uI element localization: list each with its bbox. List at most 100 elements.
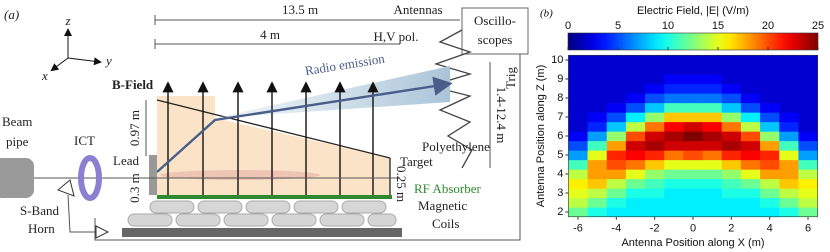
heatmap-cell xyxy=(664,112,684,123)
heatmap-cell xyxy=(606,197,627,208)
heatmap-cell xyxy=(702,93,723,104)
label: Magnetic xyxy=(418,198,467,213)
heatmap-cell xyxy=(568,102,588,113)
heatmap-cell xyxy=(760,188,780,199)
heatmap-cell xyxy=(721,178,742,189)
panel-label: (a) xyxy=(4,7,19,22)
ict-coil xyxy=(78,155,102,201)
label: 1.4-12.4 m xyxy=(494,87,509,144)
heatmap-cell xyxy=(721,102,742,113)
heatmap-cell xyxy=(702,102,723,113)
heatmap-cell xyxy=(779,131,799,142)
heatmap-cell xyxy=(606,64,627,75)
heatmap-cell xyxy=(664,159,684,170)
heatmap-cell xyxy=(760,74,780,85)
heatmap-cell xyxy=(606,74,627,85)
heatmap-cell xyxy=(721,169,742,180)
heatmap-cell xyxy=(587,150,608,161)
label: 0.25 m xyxy=(394,166,409,202)
heatmap-cell xyxy=(760,207,780,218)
heatmap-cell xyxy=(740,131,761,142)
heatmap-cell xyxy=(683,121,703,132)
label: Antennas xyxy=(393,2,442,17)
y-tick-label: 2 xyxy=(557,206,563,218)
label: Beam xyxy=(2,114,32,129)
label: Horn xyxy=(28,221,55,236)
heatmap-cell xyxy=(740,55,761,66)
heatmap-cell xyxy=(721,74,742,85)
heatmap-cell xyxy=(798,169,818,180)
heatmap-cell xyxy=(702,121,723,132)
heatmap-cell xyxy=(625,74,646,85)
heatmap-cell xyxy=(798,64,818,75)
heatmap-cell xyxy=(625,159,646,170)
x-tick-label: -2 xyxy=(650,223,660,235)
heatmap-cell xyxy=(721,64,742,75)
heatmap-cell xyxy=(683,159,703,170)
heatmap-cell xyxy=(645,74,665,85)
heatmap-cell xyxy=(702,207,723,218)
y-tick-label: 4 xyxy=(557,168,563,180)
heatmap-cell xyxy=(683,178,703,189)
heatmap-cell xyxy=(779,121,799,132)
heatmap-cell xyxy=(779,169,799,180)
colorbar-tick-label: 10 xyxy=(662,20,674,32)
heatmap-cell xyxy=(779,112,799,123)
heatmap-cell xyxy=(606,93,627,104)
heatmap-cell xyxy=(568,159,588,170)
heatmap-cell xyxy=(683,169,703,180)
heatmap-cell xyxy=(702,74,723,85)
heatmap-cell xyxy=(606,150,627,161)
heatmap-cell xyxy=(760,121,780,132)
heatmap-cell xyxy=(760,112,780,123)
heatmap-cell xyxy=(702,159,723,170)
heatmap-cell xyxy=(587,169,608,180)
heatmap-cell xyxy=(779,74,799,85)
heatmap-cell xyxy=(683,74,703,85)
heatmap-cell xyxy=(760,83,780,94)
heatmap-cell xyxy=(702,55,723,66)
distance-label: 13.5 m xyxy=(282,2,318,17)
heatmap-cell xyxy=(587,178,608,189)
heatmap-cell xyxy=(779,207,799,218)
heatmap-cell xyxy=(740,121,761,132)
heatmap-cell xyxy=(645,102,665,113)
heatmap-cell xyxy=(645,121,665,132)
heatmap-cell xyxy=(760,159,780,170)
heatmap-cell xyxy=(587,112,608,123)
heatmap-cell xyxy=(683,112,703,123)
base-plate xyxy=(122,228,402,237)
lead-block xyxy=(149,155,157,195)
heatmap-cell xyxy=(606,169,627,180)
heatmap-cell xyxy=(645,178,665,189)
heatmap-cell xyxy=(625,102,646,113)
label: Coils xyxy=(432,216,459,231)
heatmap-cell xyxy=(587,74,608,85)
heatmap-cell xyxy=(760,197,780,208)
colorbar-tick-label: 5 xyxy=(615,20,621,32)
heatmap-cell xyxy=(606,140,627,151)
heatmap-cell xyxy=(798,178,818,189)
heatmap-cell xyxy=(760,150,780,161)
heatmap-cell xyxy=(568,169,588,180)
colorbar-title: Electric Field, |E| (V/m) xyxy=(637,5,749,17)
heatmap-cell xyxy=(625,121,646,132)
heatmap-cell xyxy=(625,150,646,161)
axis-label: y xyxy=(104,53,112,68)
heatmap-cell xyxy=(740,150,761,161)
heatmap-cell xyxy=(798,112,818,123)
heatmap-cell xyxy=(587,55,608,66)
heatmap-cell xyxy=(664,74,684,85)
heatmap-cell xyxy=(683,55,703,66)
heatmap-cell xyxy=(568,83,588,94)
y-tick-label: 6 xyxy=(557,130,563,142)
heatmap-cell xyxy=(760,64,780,75)
heatmap-cell xyxy=(568,93,588,104)
y-axis-title: Antenna Position along Z (m) xyxy=(535,65,547,207)
heatmap-cell xyxy=(625,64,646,75)
label: B-Field xyxy=(112,77,154,92)
axis-label: z xyxy=(64,13,70,28)
emission-path xyxy=(156,76,453,173)
heatmap-cell xyxy=(606,188,627,199)
